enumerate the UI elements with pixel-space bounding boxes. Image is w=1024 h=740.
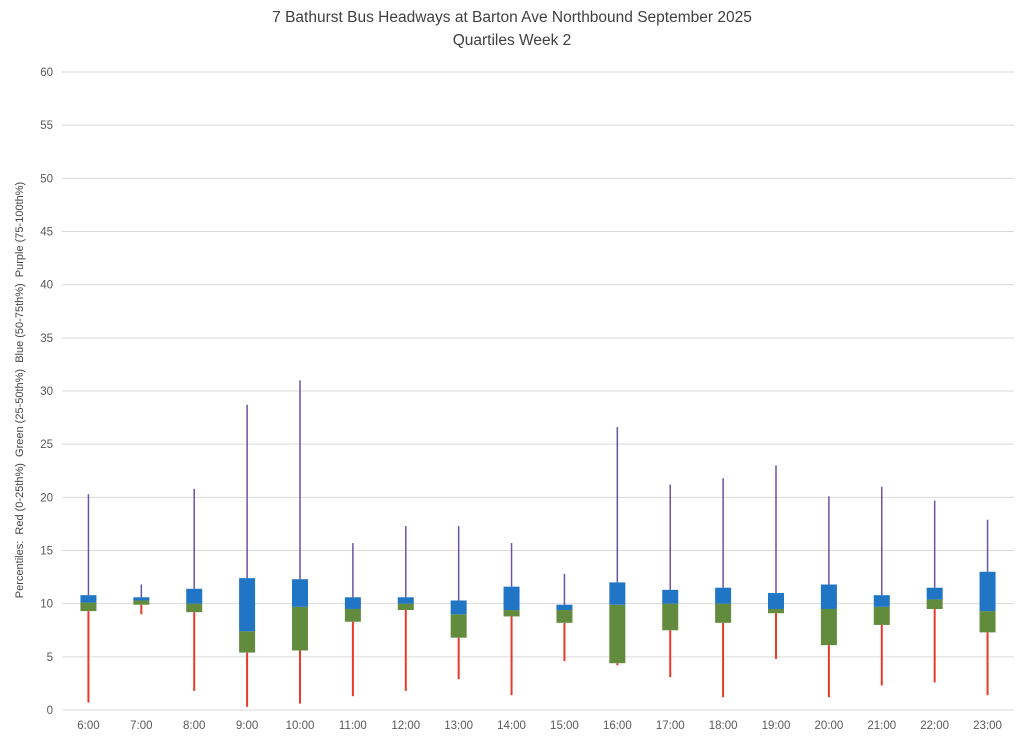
x-tick-label: 8:00 bbox=[183, 720, 205, 732]
q2-box-green bbox=[503, 610, 520, 617]
x-tick-label: 19:00 bbox=[762, 720, 791, 732]
y-tick-label: 45 bbox=[40, 227, 53, 239]
q3-box-blue bbox=[768, 593, 784, 609]
q2-box-green bbox=[873, 606, 890, 625]
x-tick-label: 7:00 bbox=[130, 720, 152, 732]
y-tick-label: 15 bbox=[40, 546, 53, 558]
q2-box-green bbox=[292, 606, 308, 651]
x-tick-label: 20:00 bbox=[814, 720, 843, 732]
q2-box-green bbox=[609, 604, 626, 664]
y-axis-label: Percentiles: Red (0-25th%) Green (25-50t… bbox=[14, 181, 26, 599]
q2-box-green bbox=[133, 600, 150, 605]
x-tick-label: 15:00 bbox=[550, 720, 579, 732]
q3-box-blue bbox=[239, 578, 256, 632]
q2-box-green bbox=[239, 631, 256, 653]
q3-box-blue bbox=[926, 587, 943, 600]
x-tick-label: 13:00 bbox=[444, 720, 473, 732]
q3-box-blue bbox=[133, 597, 150, 601]
q2-box-green bbox=[926, 599, 943, 609]
q3-box-blue bbox=[820, 584, 837, 609]
x-tick-label: 9:00 bbox=[236, 720, 258, 732]
q3-box-blue bbox=[186, 588, 203, 604]
y-tick-label: 10 bbox=[40, 599, 53, 611]
x-tick-label: 11:00 bbox=[339, 720, 367, 732]
q3-box-blue bbox=[873, 595, 890, 607]
q3-box-blue bbox=[80, 595, 97, 603]
chart-subtitle: Quartiles Week 2 bbox=[452, 32, 572, 49]
q2-box-green bbox=[715, 603, 732, 623]
q2-box-green bbox=[344, 608, 361, 622]
x-tick-label: 10:00 bbox=[286, 720, 315, 732]
q2-box-green bbox=[662, 603, 679, 631]
q2-box-green bbox=[979, 611, 996, 633]
q2-box-green bbox=[556, 610, 573, 623]
y-tick-label: 5 bbox=[47, 652, 53, 664]
q2-box-green bbox=[186, 603, 203, 613]
y-tick-label: 20 bbox=[40, 492, 53, 504]
x-tick-label: 17:00 bbox=[656, 720, 685, 732]
chart-title-block: 7 Bathurst Bus Headways at Barton Ave No… bbox=[0, 6, 1024, 52]
q3-box-blue bbox=[556, 604, 573, 611]
q3-box-blue bbox=[503, 586, 520, 611]
q3-box-blue bbox=[292, 579, 308, 607]
q3-box-blue bbox=[609, 582, 626, 605]
x-tick-label: 22:00 bbox=[920, 720, 949, 732]
chart-title: 7 Bathurst Bus Headways at Barton Ave No… bbox=[272, 9, 752, 26]
x-tick-label: 21:00 bbox=[867, 720, 896, 732]
x-tick-label: 14:00 bbox=[497, 720, 526, 732]
x-tick-label: 18:00 bbox=[709, 720, 738, 732]
q3-box-blue bbox=[715, 587, 732, 604]
x-tick-label: 12:00 bbox=[391, 720, 420, 732]
q3-box-blue bbox=[979, 571, 996, 612]
y-tick-label: 55 bbox=[40, 120, 53, 132]
q2-box-green bbox=[768, 608, 784, 614]
q3-box-blue bbox=[344, 597, 361, 609]
q3-box-blue bbox=[450, 600, 467, 615]
x-tick-label: 16:00 bbox=[603, 720, 632, 732]
q2-box-green bbox=[450, 614, 467, 638]
y-tick-label: 60 bbox=[40, 67, 53, 79]
q2-box-green bbox=[397, 603, 414, 611]
q2-box-green bbox=[80, 602, 97, 612]
x-tick-label: 23:00 bbox=[973, 720, 1002, 732]
x-tick-label: 6:00 bbox=[77, 720, 99, 732]
y-tick-label: 35 bbox=[40, 333, 53, 345]
y-tick-label: 30 bbox=[40, 386, 53, 398]
y-tick-label: 40 bbox=[40, 280, 53, 292]
y-tick-label: 50 bbox=[40, 173, 53, 185]
q2-box-green bbox=[820, 608, 837, 646]
y-tick-label: 0 bbox=[47, 705, 53, 717]
y-tick-label: 25 bbox=[40, 439, 53, 451]
q3-box-blue bbox=[397, 597, 414, 604]
q3-box-blue bbox=[662, 589, 679, 604]
